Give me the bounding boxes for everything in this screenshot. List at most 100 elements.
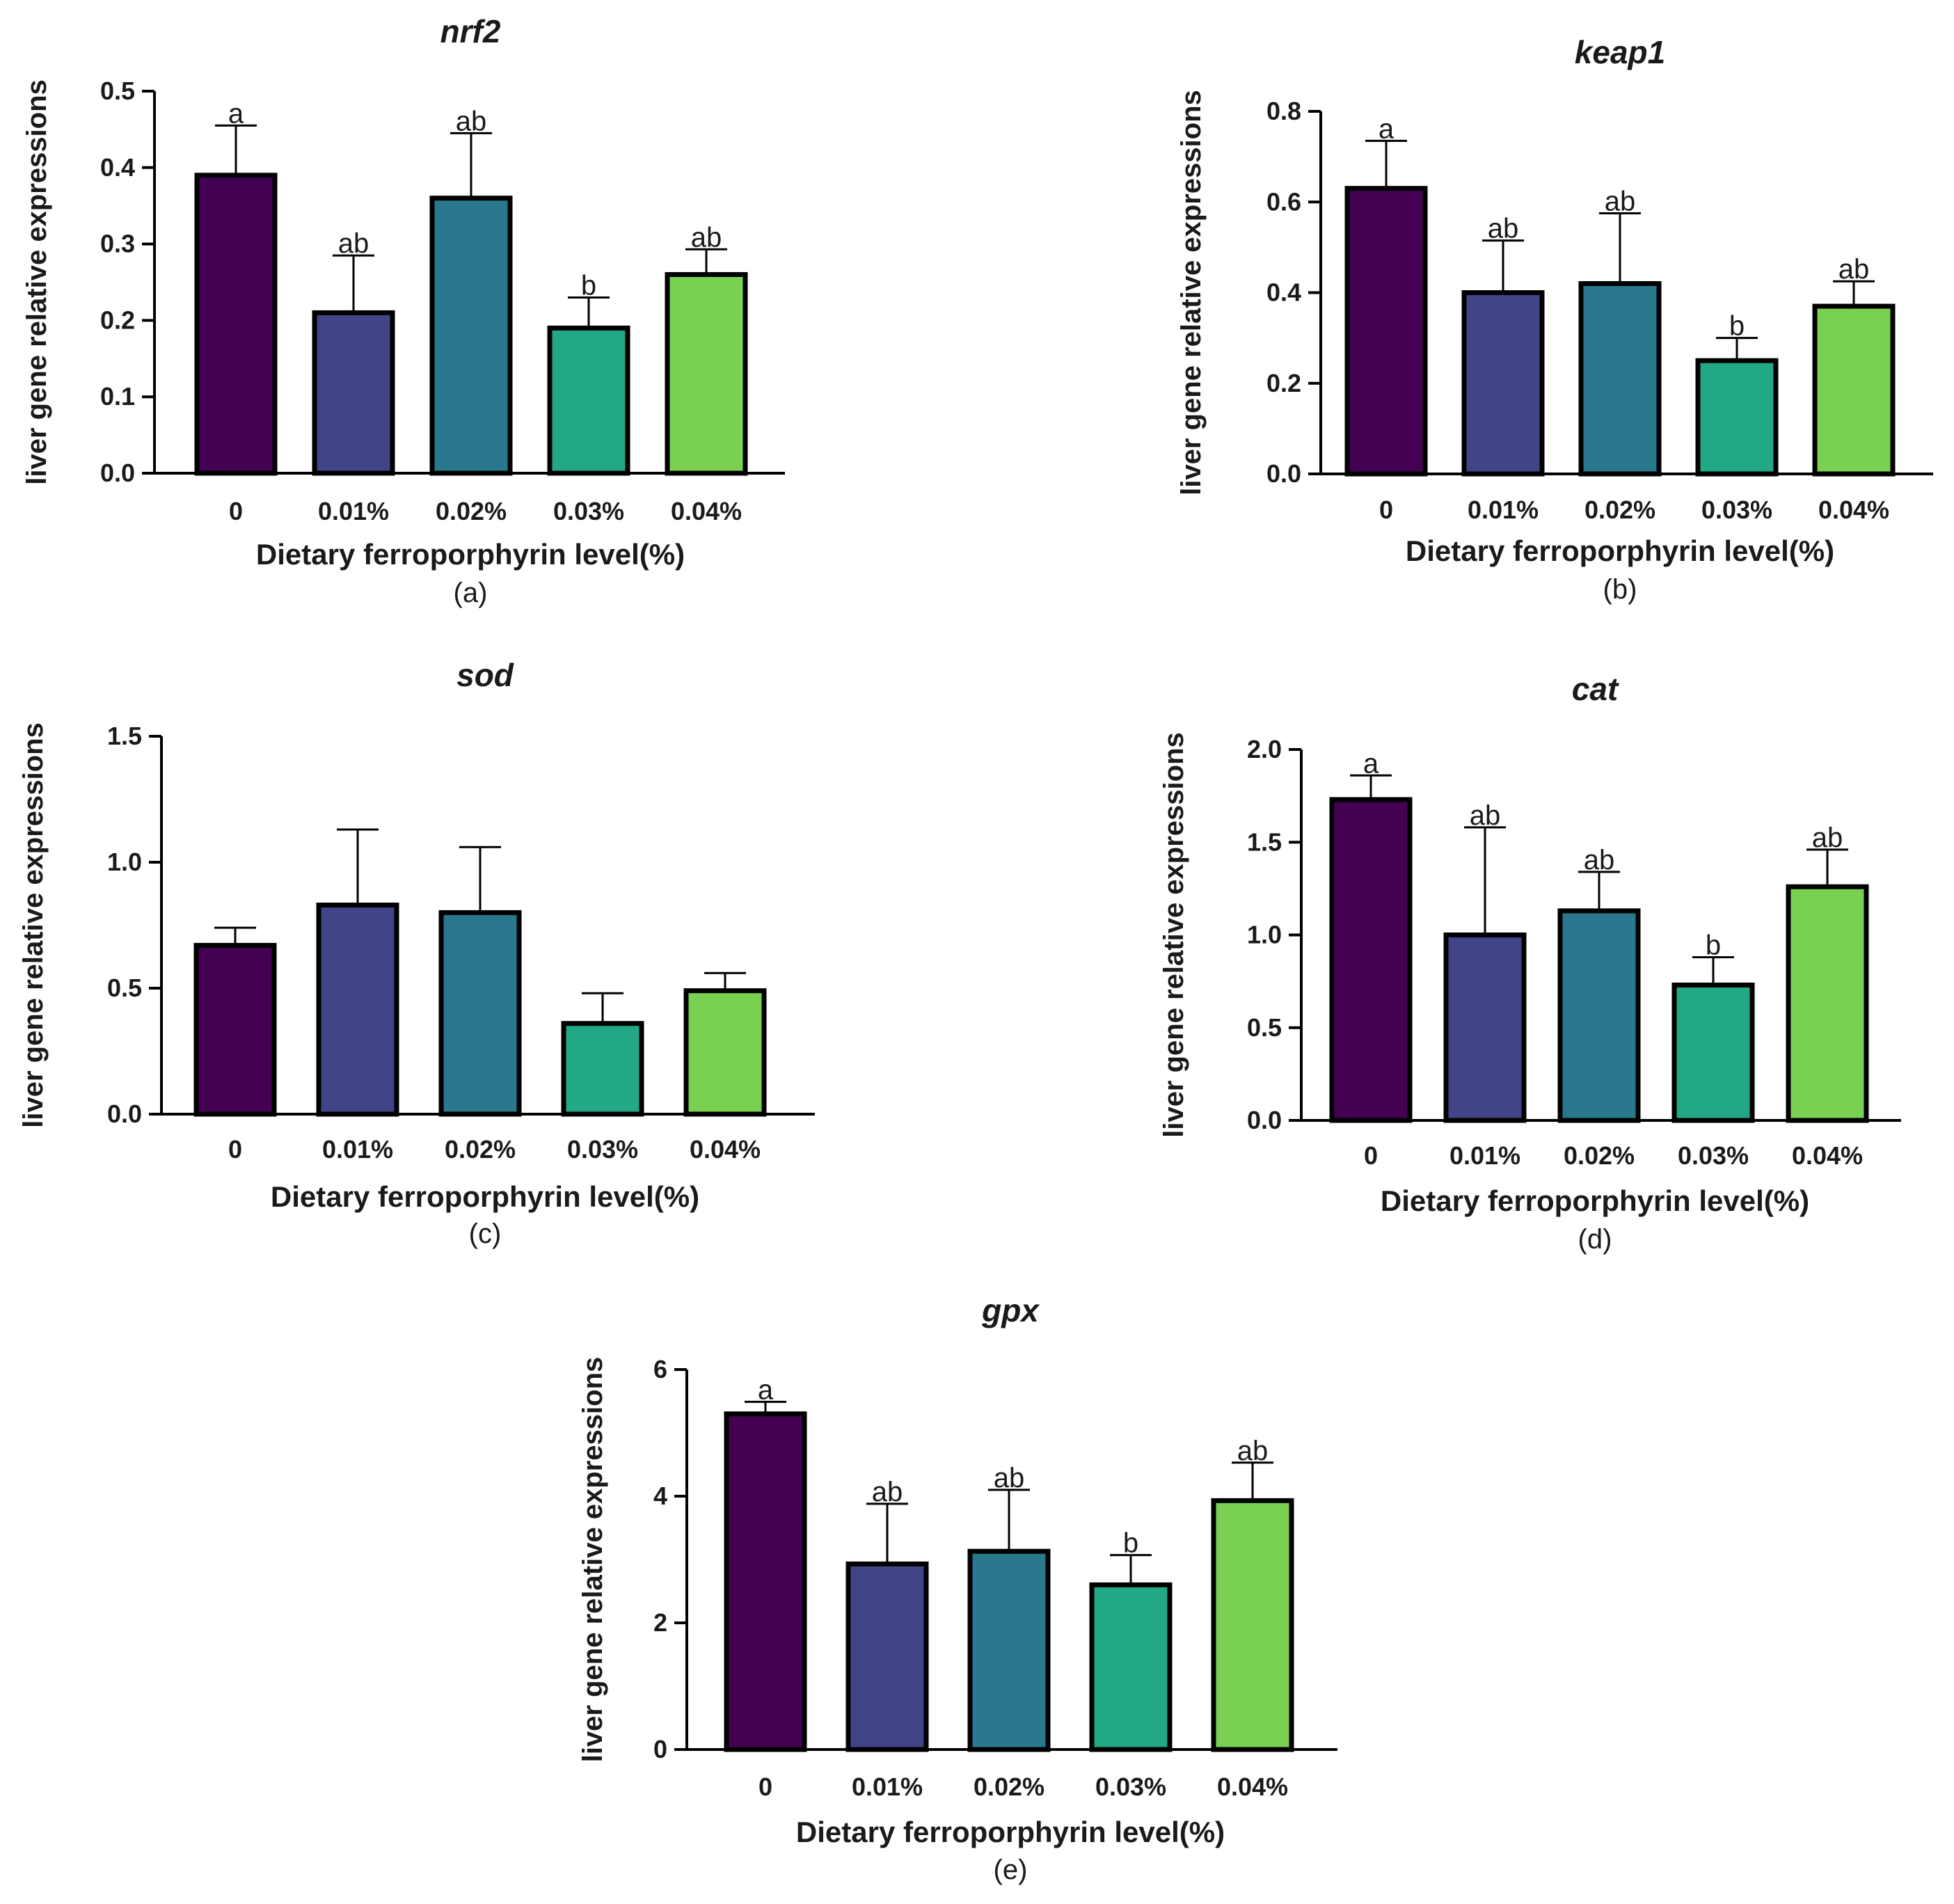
y-tick-label: 1.5 [107,722,142,750]
y-tick-label: 0.8 [1266,97,1301,125]
x-tick-label: 0.02% [974,1772,1044,1801]
y-tick-label: 0.4 [100,153,135,182]
x-tick-label: 0.02% [1564,1141,1635,1170]
x-tick-label: 0.01% [852,1772,923,1801]
y-tick-label: 0.3 [100,230,135,258]
bar-0.04% [665,272,748,476]
x-axis-title: Dietary ferroporphyrin level(%) [1381,1184,1809,1217]
significance-label: a [1363,748,1379,779]
significance-label: ab [338,228,370,259]
significance-label: ab [872,1477,903,1507]
bar-0.03% [1671,982,1755,1123]
x-tick-label: 0.04% [1818,495,1889,524]
y-tick-label: 0.0 [100,459,135,487]
significance-label: b [1123,1528,1138,1559]
bar-0.04% [1786,884,1869,1123]
chart-title: cat [1572,671,1619,707]
bar-0.03% [1695,358,1779,477]
bar-0.01% [1443,933,1527,1123]
bar-0.02% [429,196,513,476]
y-tick-label: 6 [653,1355,667,1383]
x-tick-label: 0.01% [322,1135,393,1164]
x-tick-label: 0.04% [690,1135,761,1164]
y-tick-label: 0.6 [1266,187,1301,216]
x-tick-label: 0.04% [671,497,742,525]
x-tick-label: 0 [229,497,243,525]
y-axis-title: liver gene relative expressions [1159,732,1189,1138]
bar-0.01% [1461,290,1545,477]
y-tick-label: 1.0 [1247,921,1282,949]
significance-label: ab [994,1463,1025,1493]
chart-panel-cat: cat 0.0 0.5 1.0 1.5 2.0 a 0 ab 0.01% ab 0.02% b 0.03%… [1159,671,1901,1255]
x-tick-label: 0.03% [1678,1141,1749,1170]
bar-0 [194,173,278,476]
panel-label: (b) [1603,574,1637,605]
bar-0.03% [547,325,630,476]
y-tick-label: 0.0 [1247,1106,1282,1134]
significance-label: a [1379,113,1395,144]
panel-label: (a) [454,578,488,608]
significance-label: b [581,270,596,301]
chart-panel-keap1: keap1 0.0 0.2 0.4 0.6 0.8 a 0 ab 0.01% ab 0.02% b 0.0… [1176,34,1933,605]
significance-label: ab [691,222,722,253]
chart-title: nrf2 [440,13,501,49]
significance-label: ab [1838,254,1870,285]
chart-panel-nrf2: nrf2 0.0 0.1 0.2 0.3 0.4 0.5 a 0 ab 0.01% ab 0.02% b 0… [22,13,785,608]
x-tick-label: 0.01% [1468,495,1539,524]
y-tick-label: 0.4 [1266,278,1301,307]
y-axis-title: liver gene relative expressions [578,1357,608,1763]
x-axis-title: Dietary ferroporphyrin level(%) [796,1816,1225,1848]
bar-0.04% [1812,303,1896,477]
significance-label: ab [1237,1436,1269,1466]
x-tick-label: 0 [1379,495,1393,524]
bar-0.03% [561,1021,644,1117]
y-tick-label: 4 [653,1482,667,1510]
y-axis-title: liver gene relative expressions [1176,90,1207,495]
bar-0 [724,1411,807,1752]
x-tick-label: 0 [758,1772,772,1801]
bar-0.02% [1557,908,1641,1123]
panel-label: (d) [1578,1224,1612,1255]
significance-label: ab [1812,823,1843,853]
chart-panel-gpx: gpx 0 2 4 6 a 0 ab 0.01% ab 0.02% b 0.03% ab 0.04% live… [578,1292,1337,1885]
x-tick-label: 0 [1364,1141,1378,1170]
significance-label: ab [456,106,487,136]
y-tick-label: 0.2 [1266,369,1301,397]
x-tick-label: 0.01% [1449,1141,1520,1170]
chart-panel-sod: sod 0.0 0.5 1.0 1.5 0 0.01% 0.02% 0.03% 0.04% live… [18,657,815,1249]
bar-0.04% [1211,1498,1294,1752]
x-axis-title: Dietary ferroporphyrin level(%) [271,1180,699,1213]
x-tick-label: 0.02% [436,497,507,525]
y-axis-title: liver gene relative expressions [22,79,52,485]
bar-0.01% [312,310,395,476]
y-tick-label: 0 [653,1735,667,1763]
significance-label: a [228,98,244,129]
chart-title: keap1 [1575,34,1665,70]
x-axis-title: Dietary ferroporphyrin level(%) [1406,534,1834,567]
x-tick-label: 0 [228,1135,242,1164]
x-tick-label: 0.02% [445,1135,516,1164]
x-tick-label: 0.04% [1217,1772,1288,1801]
y-axis-title: liver gene relative expressions [18,722,49,1128]
bar-0.02% [967,1548,1051,1752]
bar-0 [1329,797,1413,1123]
bar-0.03% [1089,1582,1173,1752]
y-tick-label: 0.5 [100,77,135,105]
bar-0.02% [438,910,522,1117]
x-tick-label: 0.03% [1701,495,1772,524]
chart-title: gpx [981,1292,1040,1328]
x-tick-label: 0.01% [318,497,389,525]
x-axis-title: Dietary ferroporphyrin level(%) [256,538,685,571]
bar-0 [193,942,277,1117]
x-tick-label: 0.03% [553,497,624,525]
y-tick-label: 2 [653,1608,667,1637]
y-tick-label: 0.1 [100,382,135,411]
x-tick-label: 0.03% [1095,1772,1166,1801]
x-tick-label: 0.02% [1584,495,1655,524]
significance-label: ab [1470,800,1501,831]
panel-label: (e) [994,1855,1028,1885]
x-tick-label: 0.04% [1792,1141,1863,1170]
y-tick-label: 1.5 [1247,827,1282,856]
x-tick-label: 0.03% [567,1135,638,1164]
